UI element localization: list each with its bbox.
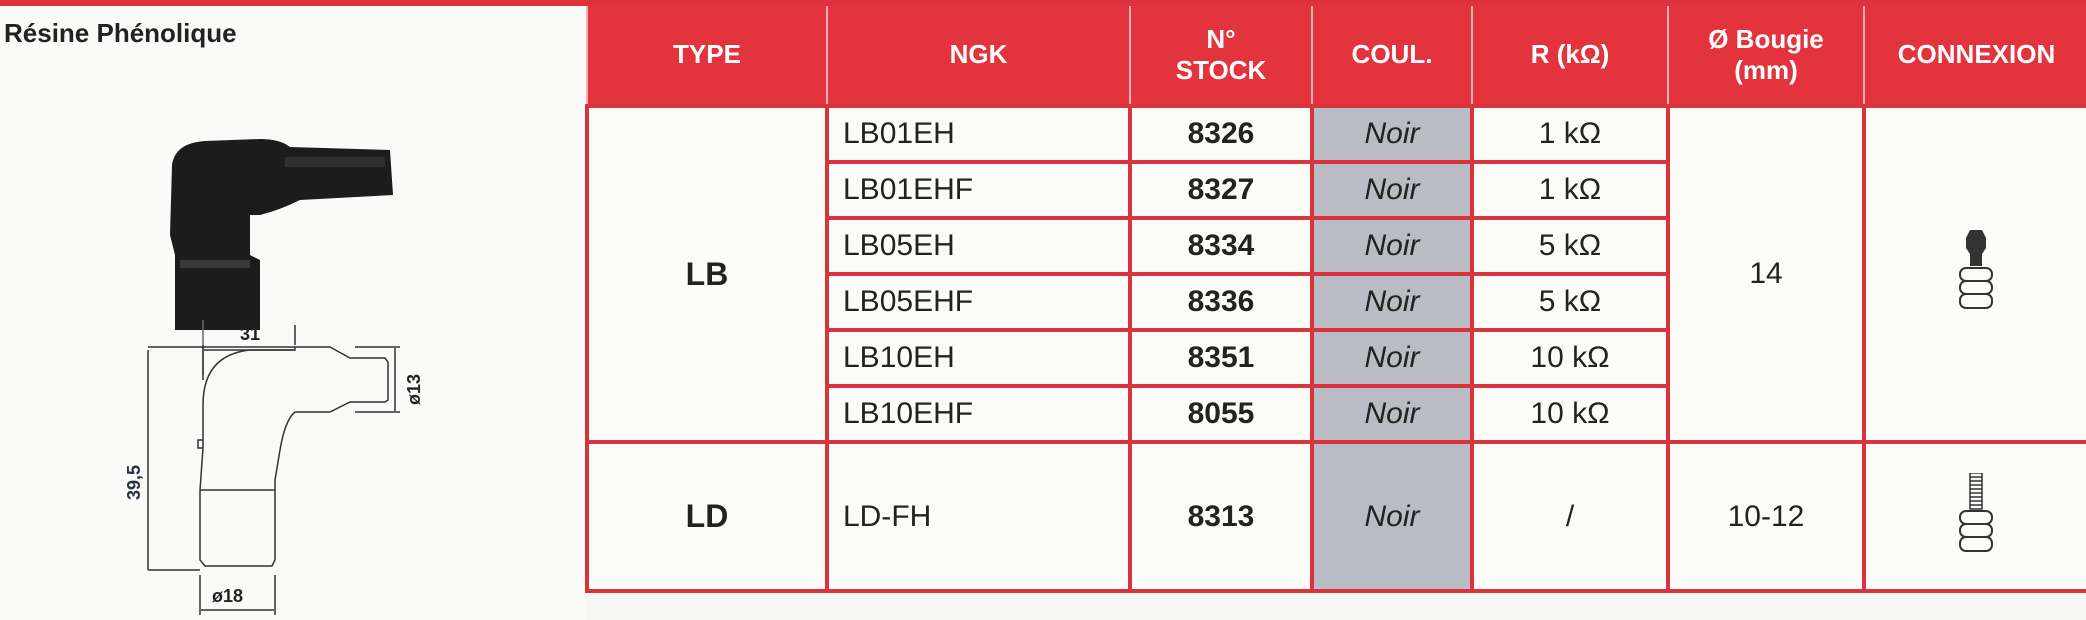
header-r: R (kΩ) [1471,6,1668,106]
stock-cell: 8326 [1128,104,1314,164]
section-title: Résine Phénolique [4,18,237,48]
stock-cell: 8313 [1128,440,1314,593]
coul-cell: Noir [1310,272,1474,332]
r-cell: 10 kΩ [1470,328,1670,388]
coul-cell: Noir [1310,440,1474,593]
ngk-cell: LB05EHF [825,272,1132,332]
coul-cell: Noir [1310,384,1474,444]
header-type: TYPE [586,6,827,106]
stock-cell: 8327 [1128,160,1314,220]
bougie-cell: 14 [1666,104,1866,444]
connexion-cell [1862,440,2086,593]
table-row: LD LD-FH 8313 Noir / 10-12 [585,440,2086,593]
coul-cell: Noir [1310,328,1474,388]
product-table: TYPE NGK N° STOCK COUL. R (kΩ) Ø Bougie (m… [585,6,2086,593]
bougie-cell: 10-12 [1666,440,1866,593]
ngk-cell: LB10EH [825,328,1132,388]
header-bougie: Ø Bougie (mm) [1667,6,1864,106]
ngk-cell: LB10EHF [825,384,1132,444]
stock-cell: 8055 [1128,384,1314,444]
header-stock: N° STOCK [1129,6,1312,106]
type-cell: LD [585,440,829,593]
header-ngk: NGK [826,6,1130,106]
table-row: LB10EH 8351 Noir 10 kΩ [587,328,2086,388]
snap-terminal-icon [1959,230,1993,309]
table-row: LB05EH 8334 Noir 5 kΩ [587,216,2086,276]
r-cell: 5 kΩ [1470,272,1670,332]
table-row: LB05EHF 8336 Noir 5 kΩ [587,272,2086,332]
type-cell: LB [585,104,829,444]
spark-plug-cap-photo [170,139,393,330]
stock-cell: 8351 [1128,328,1314,388]
threaded-terminal-icon [1959,471,1993,552]
ngk-cell: LB05EH [825,216,1132,276]
coul-cell: Noir [1310,160,1474,220]
r-cell: 1 kΩ [1470,160,1670,220]
dim-diameter-bottom: ø18 [212,586,243,606]
coul-cell: Noir [1310,104,1474,164]
dimension-drawing: 31 39,5 ø13 ø18 [124,320,424,615]
dim-width: 31 [240,324,260,344]
r-cell: 1 kΩ [1470,104,1670,164]
connexion-cell [1862,104,2086,444]
ngk-cell: LB01EH [825,104,1132,164]
dim-height: 39,5 [124,465,144,500]
r-cell: / [1470,440,1670,593]
r-cell: 10 kΩ [1470,384,1670,444]
stock-cell: 8334 [1128,216,1314,276]
product-panel [0,6,585,620]
table-row: LB01EHF 8327 Noir 1 kΩ [587,160,2086,220]
header-connexion: CONNEXION [1863,6,2086,106]
table-row: LB LB01EH 8326 Noir 1 kΩ 14 [585,104,2086,444]
header-coul: COUL. [1311,6,1472,106]
ngk-cell: LB01EHF [825,160,1132,220]
table-row: LB10EHF 8055 Noir 10 kΩ [587,384,2086,444]
ngk-cell: LD-FH [825,440,1132,593]
coul-cell: Noir [1310,216,1474,276]
r-cell: 5 kΩ [1470,216,1670,276]
stock-cell: 8336 [1128,272,1314,332]
top-rule [0,0,2086,6]
dim-diameter-top: ø13 [404,374,424,405]
header-row: TYPE NGK N° STOCK COUL. R (kΩ) Ø Bougie (m… [586,6,2086,106]
